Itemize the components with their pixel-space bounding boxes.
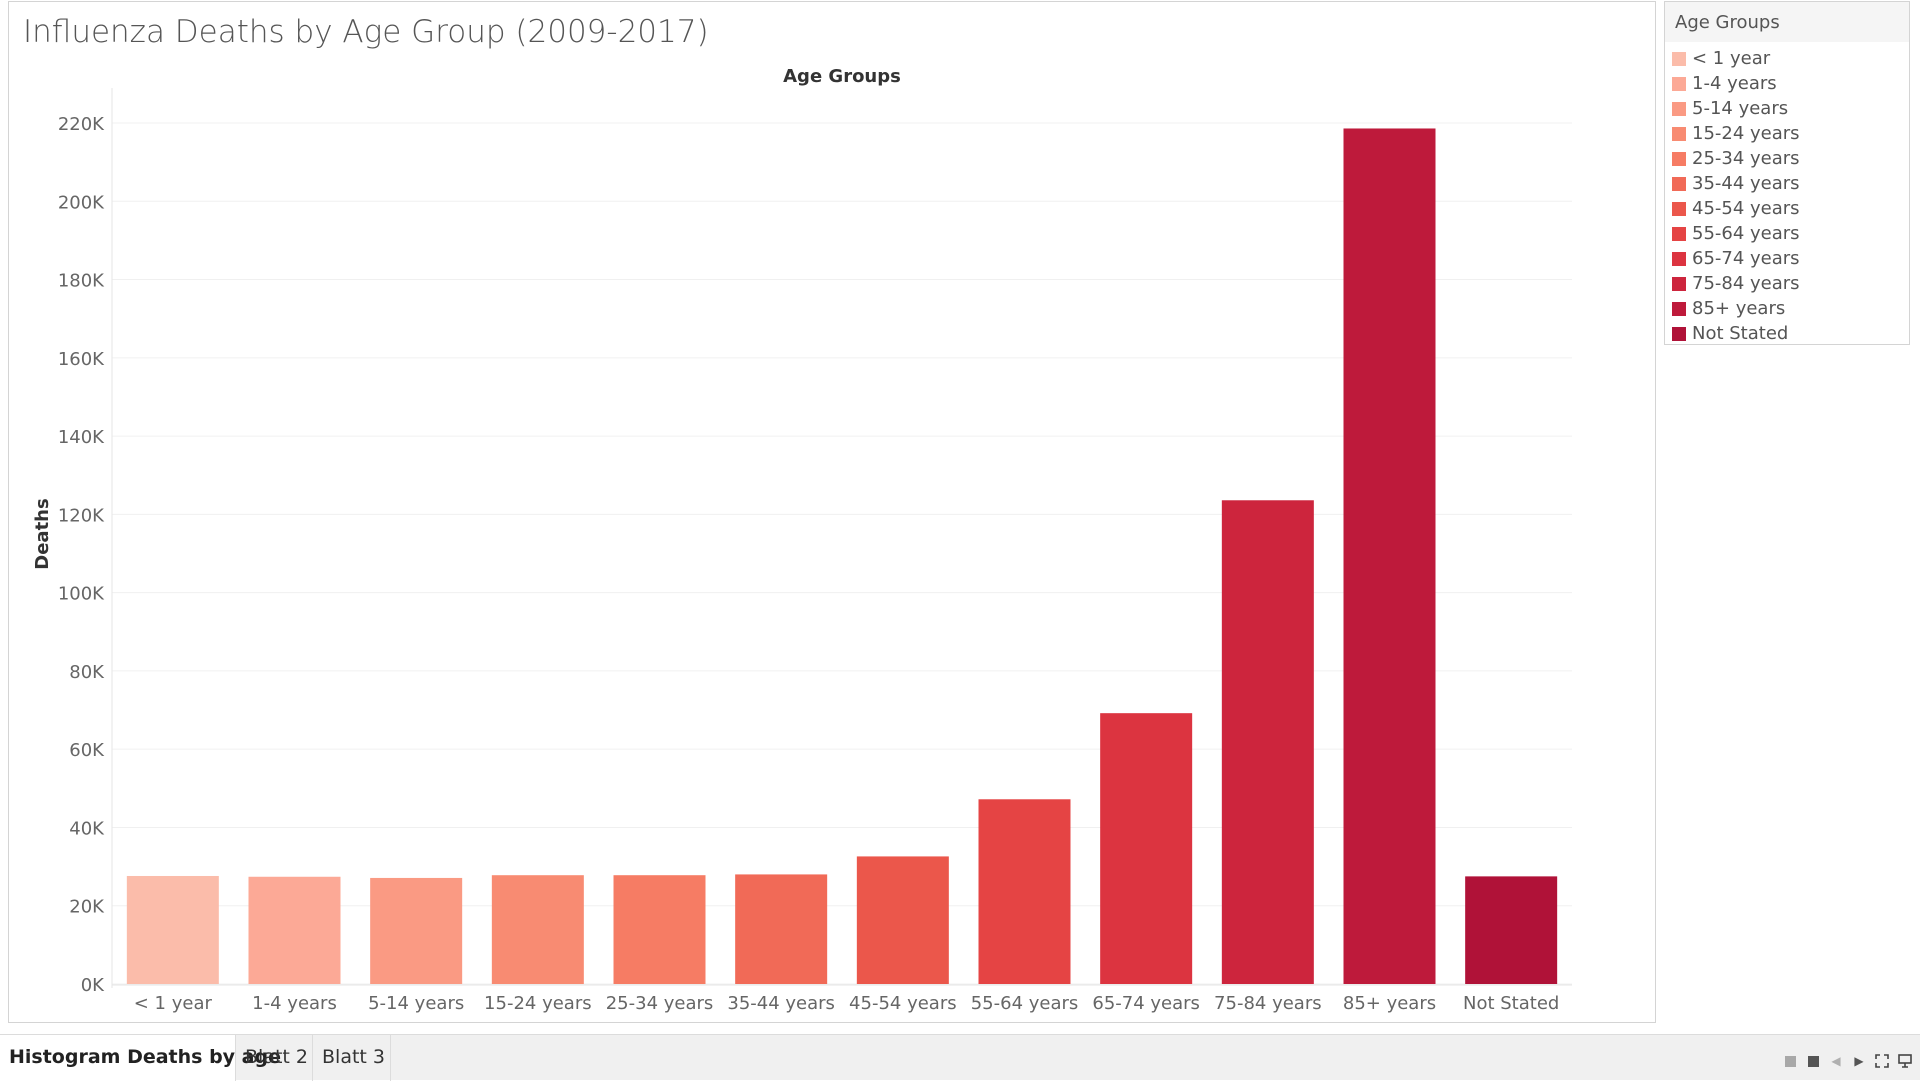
x-tick-label: 35-44 years (727, 993, 835, 1014)
x-tick-label: Not Stated (1463, 993, 1559, 1014)
tab-blatt-2[interactable]: Blatt 2 (236, 1035, 313, 1081)
bar (613, 875, 706, 984)
legend-swatch (1672, 127, 1686, 141)
x-tick-label: 25-34 years (606, 993, 714, 1014)
legend-label: Not Stated (1692, 323, 1789, 344)
legend-swatch (1672, 102, 1686, 116)
x-tick-label: 65-74 years (1092, 993, 1200, 1014)
x-tick-label: 85+ years (1343, 993, 1436, 1014)
legend-item[interactable]: 85+ years (1665, 296, 1909, 321)
legend-label: 15-24 years (1692, 123, 1800, 144)
y-tick-label: 220K (58, 114, 105, 135)
bar (370, 877, 463, 984)
legend-label: 85+ years (1692, 298, 1786, 319)
legend-label: 1-4 years (1692, 73, 1777, 94)
bar (126, 875, 219, 984)
y-tick-label: 0K (81, 975, 105, 996)
legend-swatch (1672, 152, 1686, 166)
y-tick-label: 100K (58, 584, 105, 605)
next-sheet-icon[interactable]: ▶ (1854, 1054, 1864, 1068)
chart-title: Influenza Deaths by Age Group (2009-2017… (23, 14, 709, 50)
legend-item[interactable]: 45-54 years (1665, 196, 1909, 221)
y-tick-label: 200K (58, 192, 105, 213)
legend-title: Age Groups (1665, 2, 1909, 42)
legend-item[interactable]: 15-24 years (1665, 121, 1909, 146)
single-view-icon[interactable] (1806, 1054, 1820, 1068)
legend-swatch (1672, 202, 1686, 216)
legend-item[interactable]: 35-44 years (1665, 171, 1909, 196)
x-tick-label: 45-54 years (849, 993, 957, 1014)
x-tick-label: < 1 year (134, 993, 213, 1014)
legend-label: 65-74 years (1692, 248, 1800, 269)
bar (1343, 128, 1436, 984)
legend-label: 35-44 years (1692, 173, 1800, 194)
legend-item[interactable]: Not Stated (1665, 321, 1909, 346)
legend-swatch (1672, 77, 1686, 91)
y-tick-label: 180K (58, 271, 105, 292)
y-tick-label: 40K (69, 818, 105, 839)
x-tick-label: 5-14 years (368, 993, 464, 1014)
legend-swatch (1672, 227, 1686, 241)
legend-item[interactable]: 55-64 years (1665, 221, 1909, 246)
y-tick-label: 80K (69, 662, 105, 683)
legend-swatch (1672, 277, 1686, 291)
bar-chart: 0K 20K 40K 60K 80K 100K 120K 140K 160K 180K 200K 22… (32, 66, 1572, 1014)
tab-histogram-deaths-by-age[interactable]: Histogram Deaths by age (0, 1035, 281, 1081)
x-tick-label: 1-4 years (252, 993, 337, 1014)
legend-list: < 1 year 1-4 years 5-14 years 15-24 years 25… (1665, 42, 1909, 346)
bar (491, 875, 584, 984)
y-tick-label: 60K (69, 740, 105, 761)
legend-label: < 1 year (1692, 48, 1771, 69)
legend-item[interactable]: 1-4 years (1665, 71, 1909, 96)
sheet-tab-bar: Histogram Deaths by age Blatt 2 Blatt 3 … (0, 1034, 1920, 1081)
bar (735, 874, 828, 984)
legend-item[interactable]: 25-34 years (1665, 146, 1909, 171)
legend-label: 5-14 years (1692, 98, 1789, 119)
legend-label: 75-84 years (1692, 273, 1800, 294)
fullscreen-icon[interactable] (1875, 1054, 1889, 1068)
legend-label: 55-64 years (1692, 223, 1800, 244)
legend-swatch (1672, 302, 1686, 316)
grid-view-icon[interactable] (1783, 1054, 1797, 1068)
y-tick-label: 120K (58, 505, 105, 526)
bar (856, 856, 949, 984)
bar (978, 799, 1071, 984)
legend-item[interactable]: 75-84 years (1665, 271, 1909, 296)
legend: Age Groups < 1 year 1-4 years 5-14 years 15… (1664, 1, 1910, 345)
legend-swatch (1672, 52, 1686, 66)
legend-label: 45-54 years (1692, 198, 1800, 219)
previous-sheet-icon[interactable]: ◀ (1831, 1054, 1841, 1068)
legend-label: 25-34 years (1692, 148, 1800, 169)
x-tick-label: 55-64 years (971, 993, 1079, 1014)
bar (1465, 876, 1558, 984)
y-tick-label: 140K (58, 427, 105, 448)
legend-swatch (1672, 252, 1686, 266)
bar (1100, 713, 1193, 984)
legend-item[interactable]: < 1 year (1665, 46, 1909, 71)
legend-swatch (1672, 177, 1686, 191)
y-tick-label: 160K (58, 349, 105, 370)
x-tick-label: 75-84 years (1214, 993, 1322, 1014)
bar (1221, 500, 1314, 984)
tab-blatt-3[interactable]: Blatt 3 (313, 1035, 391, 1081)
bar (248, 876, 341, 984)
sheet-navigation: ◀ ▶ (1783, 1053, 1912, 1069)
legend-swatch (1672, 327, 1686, 341)
legend-item[interactable]: 5-14 years (1665, 96, 1909, 121)
legend-item[interactable]: 65-74 years (1665, 246, 1909, 271)
presentation-icon[interactable] (1898, 1054, 1912, 1068)
y-tick-label: 20K (69, 897, 105, 918)
x-tick-label: 15-24 years (484, 993, 592, 1014)
column-header: Age Groups (783, 66, 901, 87)
y-axis-title: Deaths (32, 498, 53, 569)
